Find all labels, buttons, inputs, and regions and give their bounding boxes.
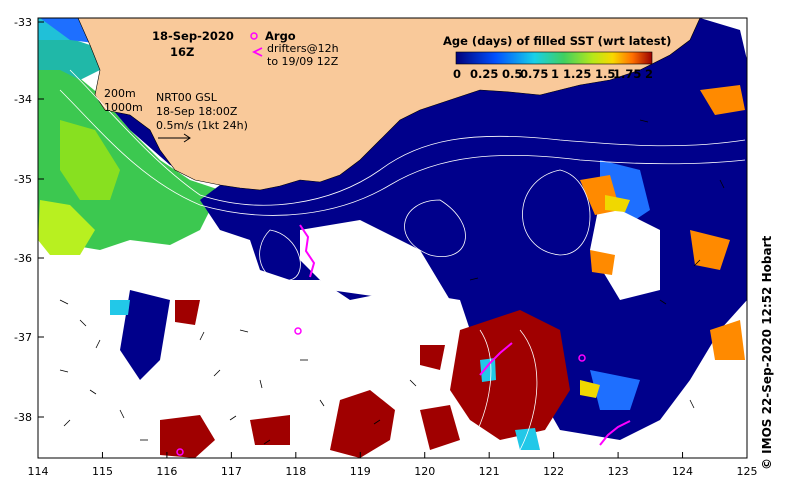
svg-text:2: 2 [645, 67, 653, 81]
lon-tick-label: 124 [672, 465, 693, 478]
lat-tick-label: -37 [14, 331, 32, 344]
scale-arrow [158, 133, 191, 143]
lon-tick-label: 123 [608, 465, 629, 478]
lat-tick-label: -38 [14, 411, 32, 424]
longitude-axis: 114 115 116 117 118 119 120 121 122 123 124 125 [28, 452, 758, 478]
lon-tick-label: 120 [414, 465, 435, 478]
svg-text:0.75: 0.75 [520, 67, 548, 81]
argo-legend-icon [250, 32, 258, 40]
map-time: 16Z [170, 45, 194, 59]
argo-float [578, 354, 586, 362]
argo-float [176, 448, 184, 456]
red-region [450, 310, 570, 440]
current-time-label: 18-Sep 18:00Z [156, 105, 238, 118]
lon-tick-label: 119 [350, 465, 371, 478]
svg-text:0.25: 0.25 [470, 67, 498, 81]
svg-text:0.5: 0.5 [502, 67, 522, 81]
lat-tick-label: -36 [14, 252, 32, 265]
svg-text:1: 1 [551, 67, 559, 81]
isobath-200-label: 200m [104, 87, 136, 100]
credit-label: © IMOS 22-Sep-2020 12:52 Hobart [760, 235, 774, 470]
lon-tick-label: 115 [92, 465, 113, 478]
lon-tick-label: 116 [156, 465, 177, 478]
lat-tick-label: -34 [14, 93, 32, 106]
sst-field [38, 18, 747, 458]
svg-text:0: 0 [453, 67, 461, 81]
isobath-1000-label: 1000m [104, 101, 143, 114]
lat-tick-label: -35 [14, 173, 32, 186]
drifter-legend-range: to 19/09 12Z [267, 55, 339, 68]
lon-tick-label: 122 [543, 465, 564, 478]
current-product-label: NRT00 GSL [156, 91, 218, 104]
lon-tick-label: 117 [221, 465, 242, 478]
svg-text:1.25: 1.25 [563, 67, 591, 81]
current-scale-label: 0.5m/s (1kt 24h) [156, 119, 248, 132]
lon-tick-label: 118 [285, 465, 306, 478]
colorbar-title: Age (days) of filled SST (wrt latest) [443, 34, 671, 48]
lon-tick-label: 125 [737, 465, 758, 478]
map-date: 18-Sep-2020 [152, 29, 234, 43]
lat-tick-label: -33 [14, 16, 32, 29]
colorbar [455, 51, 653, 65]
svg-text:1.5: 1.5 [595, 67, 615, 81]
colorbar-ticks: 0 0.25 0.5 0.75 1 1.25 1.5 1.75 2 [453, 67, 653, 81]
drifter-legend-icon [251, 47, 263, 57]
lon-tick-label: 114 [28, 465, 49, 478]
svg-text:1.75: 1.75 [613, 67, 641, 81]
plot-frame [37, 17, 748, 459]
lon-tick-label: 121 [479, 465, 500, 478]
argo-legend-label: Argo [265, 29, 296, 43]
current-vectors [59, 119, 725, 445]
drifter-tracks [299, 224, 631, 446]
green-region [38, 60, 220, 250]
drifter-legend-label: drifters@12h [267, 42, 339, 55]
argo-float [294, 327, 302, 335]
latitude-axis: -33 -34 -35 -36 -37 -38 [14, 16, 44, 424]
